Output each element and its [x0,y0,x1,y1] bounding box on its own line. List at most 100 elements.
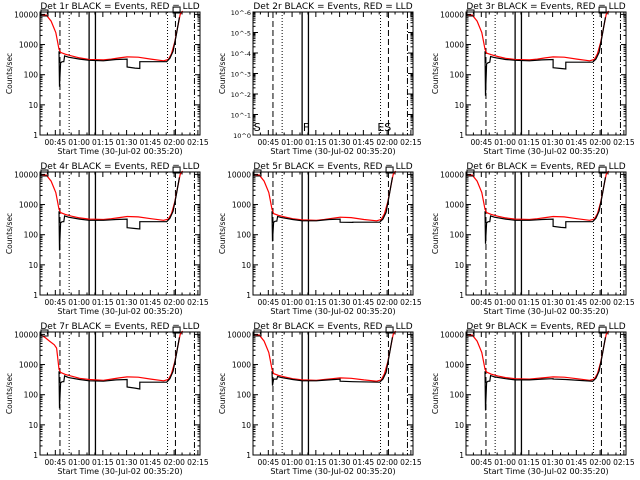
panel-title: Det 2r BLACK = Events, RED = LLD [253,2,412,12]
x-axis-label: Start Time (30-Jul-02 00:35:20) [483,147,608,156]
y-tick-label: 100 [450,231,465,240]
y-tick-label: 1000 [19,361,38,370]
series-lld [252,330,397,382]
plot-frame [252,171,414,296]
x-tick-label: 01:00 [494,138,516,147]
y-tick-label: 1000 [19,41,38,50]
y-tick-label: 10000 [227,170,251,179]
series-lld [39,10,184,62]
x-tick-label: 01:30 [329,298,351,307]
panel-chart: Det 1r BLACK = Events, RED = LLD 1 10 100 10… [5,2,209,156]
x-tick-label: 01:45 [566,138,588,147]
y-axis-label: Counts/sec [431,373,440,414]
x-axis-label: Start Time (30-Jul-02 00:35:20) [57,307,182,316]
y-tick-label: 10000 [14,330,38,339]
y-tick-label: 1 [33,451,38,460]
x-tick-label: 01:45 [566,458,588,467]
x-tick-label: 01:00 [68,298,90,307]
marker-box [598,166,607,174]
marker-box [172,6,181,14]
y-tick-label: 100 [24,391,39,400]
y-tick-label: 10^-6 [231,9,251,17]
x-tick-label: 02:15 [187,138,209,147]
x-tick-label: 01:45 [353,298,375,307]
annotation-label: ES [377,121,391,134]
y-tick-label: 10^-5 [231,30,251,38]
x-tick-label: 01:15 [518,138,540,147]
marker-box [40,169,49,177]
y-tick-label: 1 [246,291,251,300]
plot-frame [252,11,414,136]
annotation-label: F [303,121,309,134]
x-tick-label: 00:45 [45,458,67,467]
y-tick-label: 10 [241,261,251,270]
x-tick-label: 00:45 [471,298,493,307]
y-tick-label: 1 [246,451,251,460]
x-tick-label: 01:15 [92,458,114,467]
annotation-label: S [254,121,261,134]
panel-title: Det 7r BLACK = Events, RED = LLD [40,322,199,332]
detector-panel: Det 8r BLACK = Events, RED = LLD 1 10 100 10… [213,320,426,480]
x-axis-label: Start Time (30-Jul-02 00:35:20) [483,307,608,316]
panel-chart: Det 2r BLACK = Events, RED = LLD S F ES 10^0… [218,2,422,156]
series-events [484,337,606,411]
plot-frame [465,11,627,136]
detector-panel: Det 2r BLACK = Events, RED = LLD S F ES 10^0… [213,0,426,160]
y-axis-label: Counts/sec [431,53,440,94]
x-tick-label: 02:00 [376,138,398,147]
x-axis-label: Start Time (30-Jul-02 00:35:20) [270,147,395,156]
y-tick-label: 10000 [440,10,464,19]
series-lld [252,170,397,222]
y-tick-label: 1000 [232,361,251,370]
x-tick-label: 02:00 [163,458,185,467]
x-tick-label: 01:30 [116,458,138,467]
marker-box [466,9,475,17]
detector-panel: Det 7r BLACK = Events, RED = LLD 1 10 100 10… [0,320,213,480]
y-axis-label: Counts/sec [218,213,227,254]
x-axis-label: Start Time (30-Jul-02 00:35:20) [270,307,395,316]
x-tick-label: 01:45 [140,458,162,467]
y-tick-label: 100 [450,391,465,400]
x-axis-label: Start Time (30-Jul-02 00:35:20) [270,467,395,476]
marker-box [40,329,49,337]
y-axis-label: Counts/sec [431,213,440,254]
marker-box [385,326,394,334]
marker-box [172,166,181,174]
marker-box [172,326,181,334]
panel-title: Det 3r BLACK = Events, RED = LLD [466,2,625,12]
x-axis-label: Start Time (30-Jul-02 00:35:20) [483,467,608,476]
y-tick-label: 100 [450,71,465,80]
y-tick-label: 10 [28,421,38,430]
y-axis-label: Counts/sec [218,53,227,94]
x-tick-label: 02:00 [376,458,398,467]
x-tick-label: 00:45 [45,138,67,147]
x-tick-label: 02:00 [589,138,611,147]
series-events [58,17,180,87]
y-tick-label: 10000 [14,170,38,179]
x-tick-label: 02:00 [163,138,185,147]
x-tick-label: 01:15 [305,298,327,307]
x-tick-label: 01:30 [542,298,564,307]
x-tick-label: 01:45 [140,298,162,307]
panel-title: Det 6r BLACK = Events, RED = LLD [466,162,625,172]
y-tick-label: 10^-3 [231,71,251,79]
y-tick-label: 10 [454,101,464,110]
x-tick-label: 02:00 [163,298,185,307]
panel-chart: Det 9r BLACK = Events, RED = LLD 1 10 100 10… [431,322,635,476]
y-tick-label: 10 [454,261,464,270]
y-axis-label: Counts/sec [5,373,14,414]
y-axis-label: Counts/sec [5,213,14,254]
y-tick-label: 10^-2 [231,91,251,99]
x-tick-label: 01:30 [542,458,564,467]
x-tick-label: 00:45 [258,138,280,147]
series-events [484,17,606,96]
y-tick-label: 1 [459,451,464,460]
y-tick-label: 100 [237,231,252,240]
x-tick-label: 01:45 [140,138,162,147]
x-tick-label: 01:15 [518,458,540,467]
x-tick-label: 00:45 [258,298,280,307]
x-tick-label: 01:15 [518,298,540,307]
x-tick-label: 01:15 [92,138,114,147]
marker-box [598,326,607,334]
y-tick-label: 10000 [227,330,251,339]
